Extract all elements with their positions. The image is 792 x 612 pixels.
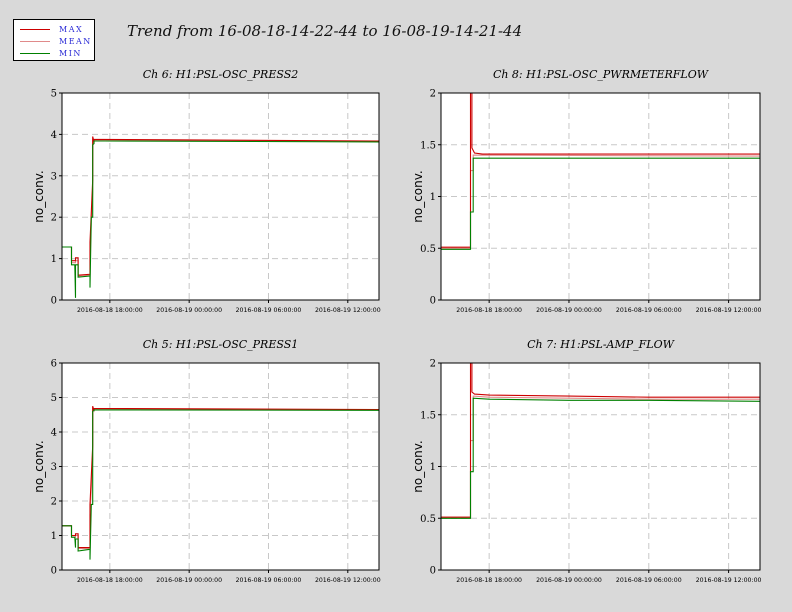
legend: MAX MEAN MIN <box>13 19 95 61</box>
y-tick-label: 1 <box>51 531 57 542</box>
x-tick-label: 2016-08-19 06:00:00 <box>236 307 302 314</box>
y-axis-label: no_conv. <box>411 440 425 492</box>
chart-title: Ch 8: H1:PSL-OSC_PWRMETERFLOW <box>493 68 710 81</box>
x-tick-label: 2016-08-19 12:00:00 <box>315 307 381 314</box>
y-tick-label: 1 <box>430 462 436 473</box>
y-tick-label: 4 <box>51 130 57 141</box>
y-tick-label: 1.5 <box>420 410 436 421</box>
plot-area <box>62 93 379 300</box>
legend-label-mean: MEAN <box>59 37 92 46</box>
y-axis-label: no_conv. <box>411 170 425 222</box>
page-title: Trend from 16-08-18-14-22-44 to 16-08-19… <box>127 22 523 40</box>
chart-title: Ch 5: H1:PSL-OSC_PRESS1 <box>143 338 299 351</box>
y-tick-label: 1 <box>430 192 436 203</box>
x-tick-label: 2016-08-19 00:00:00 <box>536 307 602 314</box>
x-tick-label: 2016-08-19 12:00:00 <box>696 307 762 314</box>
x-tick-label: 2016-08-19 00:00:00 <box>156 307 222 314</box>
chart-4: 0 0.5 1 1.5 2 2016-08-18 18:00:00 2016-08-19 0… <box>411 338 762 584</box>
y-tick-label: 0 <box>430 566 436 577</box>
chart-3: 0 1 2 3 4 5 6 2016-08-18 18:00:00 2016-08-19 00:… <box>32 338 381 584</box>
x-tick-label: 2016-08-19 12:00:00 <box>315 577 381 584</box>
series-line-min <box>441 157 760 250</box>
legend-label-min: MIN <box>59 49 82 58</box>
legend-entry-mean: MEAN <box>14 36 96 47</box>
y-tick-label: 3 <box>51 171 57 182</box>
x-tick-label: 2016-08-18 18:00:00 <box>77 577 143 584</box>
y-tick-label: 0 <box>51 566 57 577</box>
y-tick-label: 5 <box>51 89 57 100</box>
x-tick-label: 2016-08-19 06:00:00 <box>616 307 682 314</box>
y-tick-label: 5 <box>51 393 57 404</box>
x-tick-label: 2016-08-19 06:00:00 <box>236 577 302 584</box>
series-line-min <box>62 140 379 298</box>
y-tick-label: 2 <box>430 359 436 370</box>
series-line-min <box>441 397 760 519</box>
plot-frame <box>61 92 380 301</box>
y-tick-label: 0 <box>430 296 436 307</box>
series-line-mean <box>441 154 760 249</box>
x-tick-label: 2016-08-19 06:00:00 <box>616 577 682 584</box>
y-tick-label: 3 <box>51 462 57 473</box>
y-tick-label: 1.5 <box>420 140 436 151</box>
chart-2: 0 0.5 1 1.5 2 2016-08-18 18:00:00 2016-08-19 0… <box>411 68 762 314</box>
y-tick-label: 0.5 <box>420 514 436 525</box>
chart-title: Ch 7: H1:PSL-AMP_FLOW <box>527 338 676 351</box>
legend-label-max: MAX <box>59 25 84 34</box>
y-tick-label: 0.5 <box>420 244 436 255</box>
x-tick-label: 2016-08-18 18:00:00 <box>456 307 522 314</box>
y-tick-label: 6 <box>51 359 57 370</box>
x-tick-label: 2016-08-19 12:00:00 <box>696 577 762 584</box>
x-tick-label: 2016-08-19 00:00:00 <box>536 577 602 584</box>
y-tick-label: 4 <box>51 428 57 439</box>
y-tick-label: 1 <box>51 254 57 265</box>
legend-entry-min: MIN <box>14 48 96 59</box>
series-line-max <box>441 363 760 518</box>
legend-swatch-min <box>20 53 50 54</box>
x-tick-label: 2016-08-19 00:00:00 <box>156 577 222 584</box>
y-axis-label: no_conv. <box>32 440 46 492</box>
legend-entry-max: MAX <box>14 24 96 35</box>
series-line-min <box>62 409 379 560</box>
y-tick-label: 2 <box>51 497 57 508</box>
legend-swatch-max <box>20 29 50 30</box>
y-tick-label: 0 <box>51 296 57 307</box>
x-tick-label: 2016-08-18 18:00:00 <box>77 307 143 314</box>
x-tick-label: 2016-08-18 18:00:00 <box>456 577 522 584</box>
chart-1: 0 1 2 3 4 5 2016-08-18 18:00:00 2016-08-19 00:0… <box>32 68 381 314</box>
y-tick-label: 2 <box>51 213 57 224</box>
legend-swatch-mean <box>20 41 50 42</box>
y-tick-label: 2 <box>430 89 436 100</box>
chart-title: Ch 6: H1:PSL-OSC_PRESS2 <box>143 68 299 81</box>
y-axis-label: no_conv. <box>32 170 46 222</box>
